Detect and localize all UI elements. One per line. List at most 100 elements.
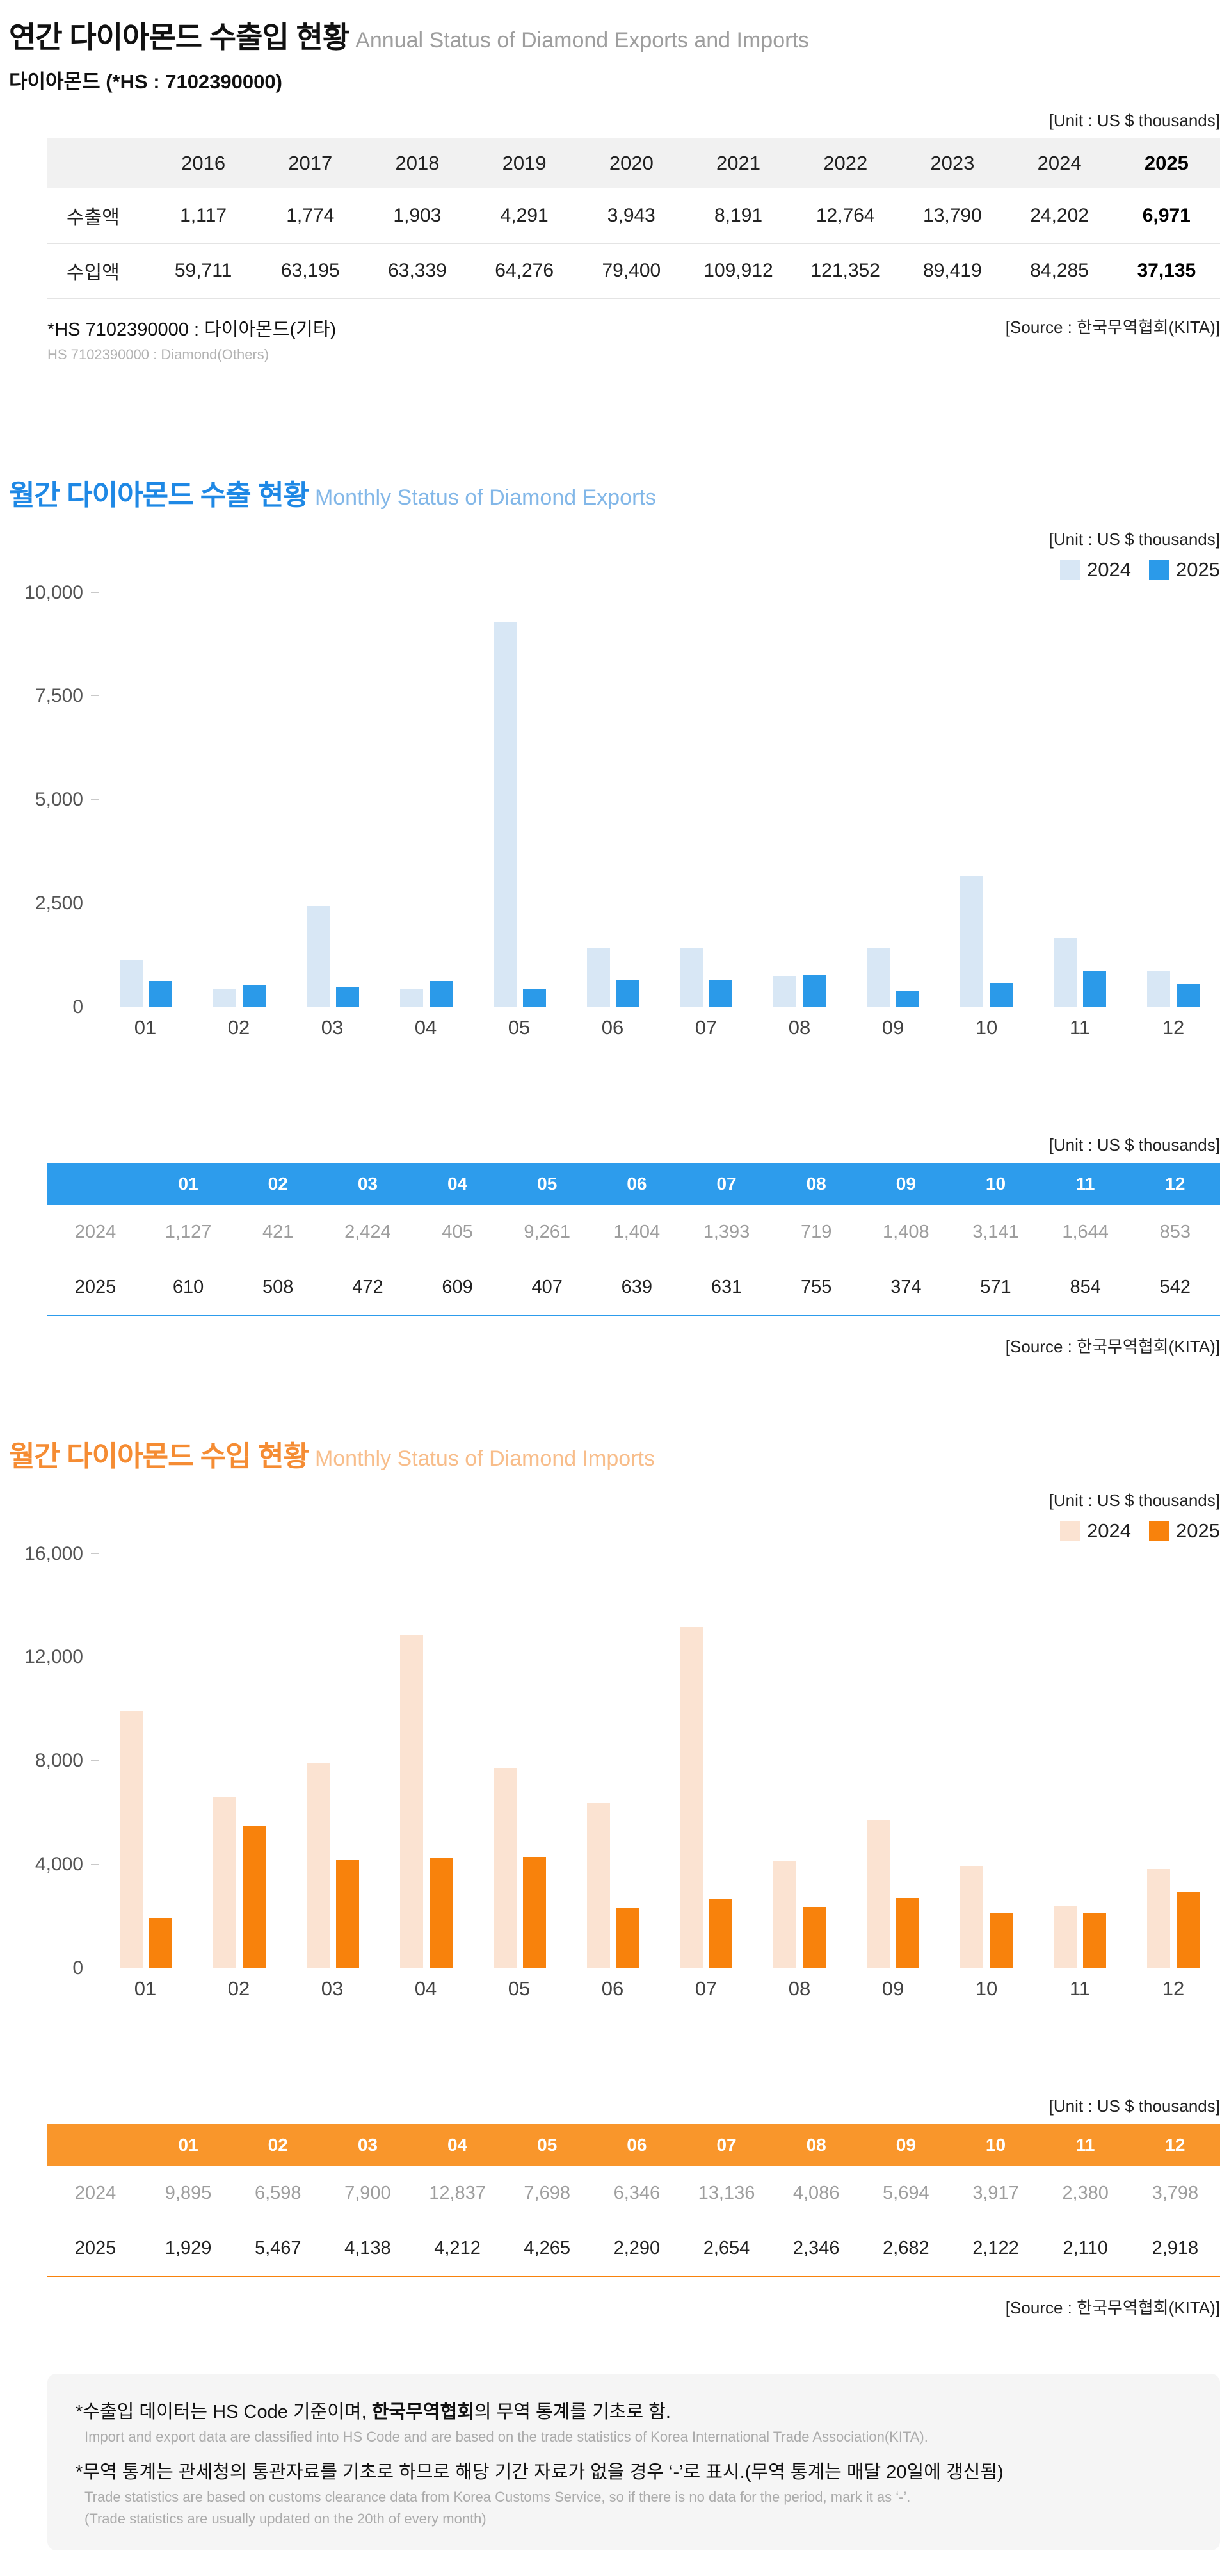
monthly-cell: 1,929 xyxy=(143,2221,234,2277)
y-tick-mark xyxy=(91,1553,99,1554)
monthly-cell: 5,694 xyxy=(861,2166,951,2221)
monthly-cell: 4,138 xyxy=(323,2221,413,2277)
bar-group-04 xyxy=(380,981,473,1007)
bar-2024-month-07 xyxy=(680,1627,703,1968)
y-tick-label: 7,500 xyxy=(35,685,83,707)
year-row-2025: 2025 1,929 5,467 4,138 4,212 4,265 2,290 2,654 2… xyxy=(47,2221,1220,2277)
monthly-cell: 13,136 xyxy=(681,2166,772,2221)
monthly-cell: 755 xyxy=(771,1260,862,1316)
x-tick-label-12: 12 xyxy=(1162,1977,1185,2000)
bar-2024-month-08 xyxy=(773,976,797,1007)
bar-2025-month-09 xyxy=(896,991,920,1007)
bar-2024-month-06 xyxy=(586,948,610,1007)
exports-title-en: Monthly Status of Diamond Exports xyxy=(314,485,656,510)
bar-group-09 xyxy=(846,948,940,1007)
annual-cell: 12,764 xyxy=(792,188,899,244)
bar-group-04 xyxy=(380,1635,473,1968)
monthly-cell: 2,424 xyxy=(323,1204,413,1260)
y-tick-label: 0 xyxy=(72,1957,83,1979)
legend-label-2024: 2024 xyxy=(1087,1519,1132,1542)
monthly-cell: 374 xyxy=(861,1260,951,1316)
imports-chart-legend: 2024 2025 xyxy=(9,1519,1220,1543)
monthly-cell: 609 xyxy=(412,1260,502,1316)
legend-item-2025: 2025 xyxy=(1149,1519,1220,1543)
bar-2024-month-12 xyxy=(1147,1868,1171,1968)
bar-2025-month-08 xyxy=(803,975,826,1007)
imports-section: 월간 다이아몬드 수입 현황 Monthly Status of Diamond … xyxy=(9,1433,1220,2319)
x-tick-label-09: 09 xyxy=(881,1016,904,1039)
monthly-cell: 472 xyxy=(323,1260,413,1316)
imports-monthly-table: 01 02 03 04 05 06 07 08 09 10 11 12 2024 9,895 6,598 7,… xyxy=(47,2123,1220,2277)
y-tick-label: 2,500 xyxy=(35,892,83,914)
exports-title-ko: 월간 다이아몬드 수출 현황 xyxy=(9,479,309,511)
bar-group-11 xyxy=(1033,938,1127,1007)
footer-note-1-suffix: 의 무역 통계를 기초로 함. xyxy=(474,2401,671,2422)
bar-2025-month-12 xyxy=(1177,984,1200,1007)
bar-group-08 xyxy=(753,1861,846,1968)
monthly-header-row: 01 02 03 04 05 06 07 08 09 10 11 12 xyxy=(47,1162,1220,1205)
y-axis: 0 2,500 5,000 7,500 10,000 xyxy=(9,582,99,1017)
bar-group-11 xyxy=(1033,1906,1127,1968)
bar-2025-month-06 xyxy=(616,980,639,1007)
annual-cell: 84,285 xyxy=(1006,243,1113,299)
x-tick-label-06: 06 xyxy=(601,1977,624,2000)
bar-2025-month-09 xyxy=(896,1898,920,1968)
monthly-cell: 4,265 xyxy=(502,2221,592,2277)
month-header-05: 05 xyxy=(502,2123,592,2166)
x-axis-labels: 01 02 03 04 05 06 07 08 09 10 11 12 xyxy=(99,1977,1220,2000)
legend-label-2024: 2024 xyxy=(1087,558,1132,581)
imports-table-unit-row: [Unit : US $ thousands] xyxy=(9,2096,1220,2116)
bar-2025-month-03 xyxy=(335,986,359,1007)
page-title-ko: 연간 다이아몬드 수출입 현황 xyxy=(9,20,349,54)
bar-2024-month-11 xyxy=(1054,1906,1077,1968)
year-header-2016: 2016 xyxy=(150,138,257,188)
bar-group-07 xyxy=(660,1627,753,1968)
monthly-cell: 1,127 xyxy=(143,1204,234,1260)
monthly-cell: 407 xyxy=(502,1260,592,1316)
imports-title-en: Monthly Status of Diamond Imports xyxy=(314,1446,655,1471)
imports-bar-chart: 0 4,000 8,000 12,000 16,000 01 02 03 04 05 06 07 08 0… xyxy=(9,1543,1220,2000)
monthly-corner-cell xyxy=(47,1162,143,1205)
monthly-cell: 639 xyxy=(591,1260,682,1316)
bar-group-01 xyxy=(99,959,193,1007)
annual-cell: 13,790 xyxy=(899,188,1006,244)
month-header-02: 02 xyxy=(233,2123,323,2166)
bar-group-06 xyxy=(566,948,660,1007)
exports-chart-legend: 2024 2025 xyxy=(9,558,1220,581)
x-tick-label-10: 10 xyxy=(975,1977,998,2000)
month-header-02: 02 xyxy=(233,1162,323,1205)
bar-group-12 xyxy=(1127,971,1220,1007)
bar-2025-month-07 xyxy=(709,980,733,1007)
unit-label: [Unit : US $ thousands] xyxy=(1048,2096,1220,2116)
annual-footnote-en: HS 7102390000 : Diamond(Others) xyxy=(47,346,269,362)
hs-code-subtitle: 다이아몬드 (*HS : 7102390000) xyxy=(9,70,282,93)
monthly-cell: 2,346 xyxy=(771,2221,862,2277)
annual-cell: 64,276 xyxy=(470,243,578,299)
year-row-label: 2025 xyxy=(47,2221,143,2277)
monthly-cell: 1,393 xyxy=(681,1204,772,1260)
monthly-cell: 542 xyxy=(1130,1260,1220,1316)
bar-2024-month-01 xyxy=(119,1711,143,1968)
x-tick-label-01: 01 xyxy=(134,1016,157,1039)
footer-note-2-en: Trade statistics are based on customs cl… xyxy=(84,2488,911,2505)
bar-group-06 xyxy=(566,1802,660,1968)
month-header-12: 12 xyxy=(1130,1162,1220,1205)
source-label: [Source : 한국무역협회(KITA)] xyxy=(1005,1336,1220,1356)
y-tick-label: 0 xyxy=(72,996,83,1017)
exports-table-unit-row: [Unit : US $ thousands] xyxy=(9,1135,1220,1155)
x-tick-label-07: 07 xyxy=(695,1977,718,2000)
bar-2024-month-10 xyxy=(960,876,984,1007)
unit-label: [Unit : US $ thousands] xyxy=(1048,529,1220,549)
bar-2025-month-02 xyxy=(242,985,266,1007)
unit-label: [Unit : US $ thousands] xyxy=(1048,1490,1220,1510)
bar-2024-month-11 xyxy=(1054,938,1077,1007)
annual-cell: 37,135 xyxy=(1113,243,1220,299)
bar-group-05 xyxy=(473,1768,566,1968)
annual-cell: 79,400 xyxy=(577,243,685,299)
annual-cell: 109,912 xyxy=(684,243,792,299)
footer-note-1: *수출입 데이터는 HS Code 기준이며, 한국무역협회의 무역 통계를 기… xyxy=(76,2397,1192,2424)
annual-cell: 1,903 xyxy=(364,188,471,244)
annual-row-label: 수입액 xyxy=(47,243,150,299)
annual-footnote: *HS 7102390000 : 다이아몬드(기타) HS 7102390000… xyxy=(47,314,336,363)
annual-cell: 63,195 xyxy=(257,243,364,299)
